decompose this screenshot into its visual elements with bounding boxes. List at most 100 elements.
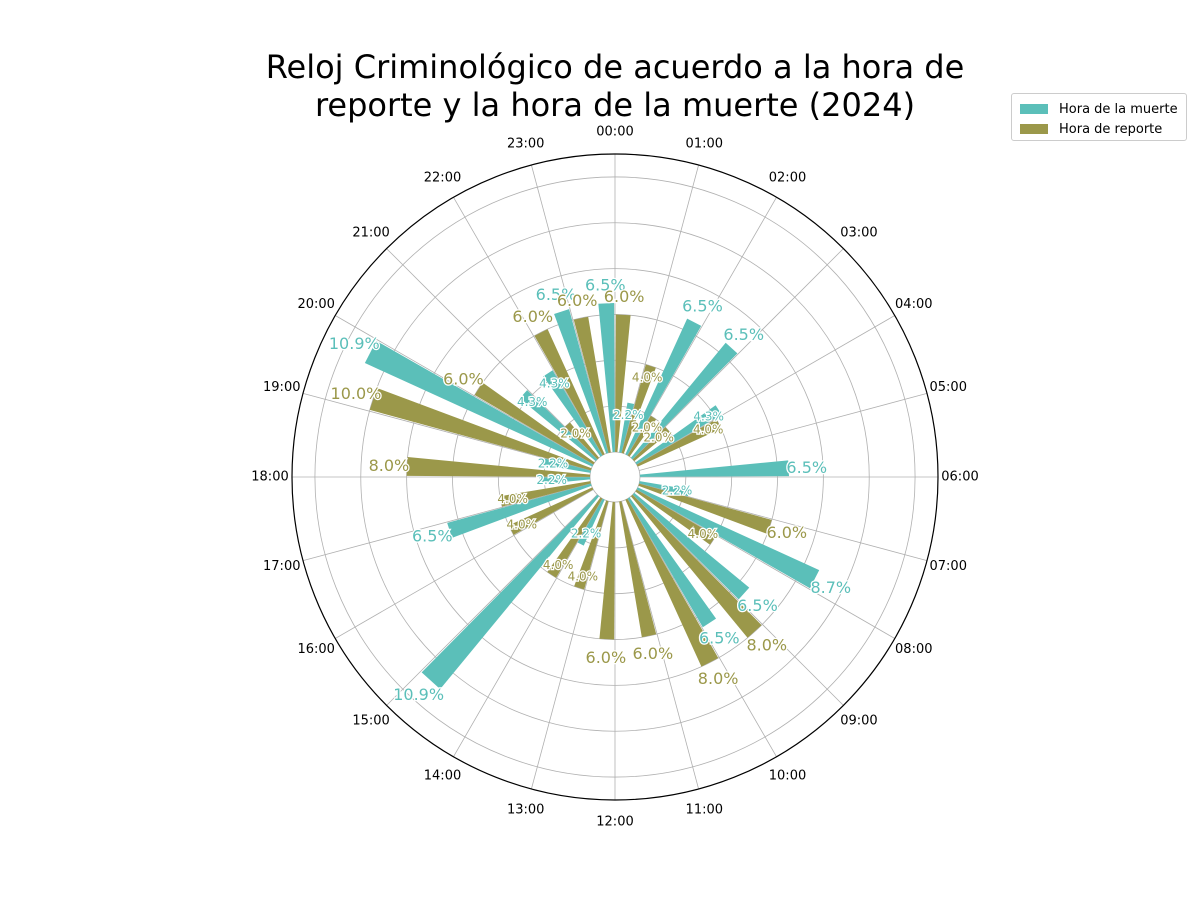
legend-swatch-death — [1020, 104, 1048, 114]
value-label-report: 6.0% — [512, 307, 553, 326]
bar-death — [630, 342, 738, 460]
hour-tick-label: 13:00 — [507, 803, 544, 818]
value-label-report: 6.0% — [633, 644, 674, 663]
bar-report — [573, 316, 611, 453]
value-label-report: 4.0% — [568, 570, 599, 584]
value-label-report: 4.0% — [497, 492, 528, 506]
grid-spoke — [453, 498, 603, 757]
bar-death — [639, 460, 789, 477]
hour-tick-label: 12:00 — [596, 815, 633, 830]
value-label-death: 6.5% — [723, 325, 764, 344]
bar-death — [364, 340, 594, 467]
value-label-death: 6.5% — [682, 297, 723, 316]
grid-spoke — [386, 494, 598, 706]
grid-spoke — [335, 489, 594, 639]
hour-tick-label: 05:00 — [930, 380, 967, 395]
legend-swatch-report — [1020, 124, 1048, 134]
value-label-death: 6.5% — [536, 285, 577, 304]
hour-tick-label: 19:00 — [263, 380, 300, 395]
hour-tick-label: 03:00 — [840, 226, 877, 241]
grid-spoke — [639, 483, 928, 561]
legend-item-death: Hora de la muerte — [1020, 99, 1178, 119]
value-label-report: 4.0% — [693, 422, 724, 436]
bar-report — [632, 427, 670, 462]
value-label-report: 6.0% — [586, 648, 627, 667]
value-label-report: 8.0% — [746, 635, 787, 654]
value-label-death: 6.5% — [737, 596, 778, 615]
grid-spoke — [531, 501, 609, 790]
hour-tick-label: 21:00 — [352, 226, 389, 241]
bar-death — [619, 402, 635, 453]
outer-circle — [291, 153, 939, 801]
grid-spoke — [453, 197, 603, 456]
grid-spoke — [632, 494, 844, 706]
bar-layer — [364, 303, 820, 690]
hour-tick-label: 20:00 — [297, 297, 334, 312]
chart-title: Reloj Criminológico de acuerdo a la hora… — [0, 48, 1200, 124]
hour-tick-label: 08:00 — [895, 642, 932, 657]
bar-death — [554, 309, 609, 454]
polar-frame — [291, 153, 939, 801]
bar-report — [369, 387, 592, 471]
value-label-report: 2.0% — [560, 426, 591, 440]
bar-report — [615, 314, 631, 453]
value-label-death: 6.5% — [699, 629, 740, 648]
legend-label-report: Hora de reporte — [1059, 121, 1163, 137]
value-label-report: 6.0% — [766, 523, 807, 542]
grid-circle-inner — [589, 451, 641, 503]
bar-report — [636, 419, 722, 467]
value-label-report: 4.0% — [543, 558, 574, 572]
hour-tick-label: 18:00 — [251, 470, 288, 485]
value-label-death: 4.3% — [693, 409, 724, 423]
bar-report — [627, 415, 657, 457]
bar-report — [638, 483, 772, 534]
value-label-death: 6.5% — [585, 276, 626, 295]
grid-spoke — [386, 248, 598, 460]
hour-tick-label: 11:00 — [686, 803, 723, 818]
bar-report — [574, 500, 609, 590]
value-label-report: 2.0% — [632, 421, 663, 435]
grid-spoke — [531, 164, 609, 453]
value-label-report: 6.0% — [604, 287, 645, 306]
bar-death — [636, 487, 820, 589]
hour-tick-label: 16:00 — [297, 642, 334, 657]
hour-tick-label: 10:00 — [769, 768, 806, 783]
hour-tick-label: 02:00 — [769, 171, 806, 186]
hour-tick-label: 06:00 — [941, 470, 978, 485]
hour-tick-label: 04:00 — [895, 297, 932, 312]
title-line-1: Reloj Criminológico de acuerdo a la hora… — [265, 48, 965, 86]
value-label-death: 10.9% — [393, 685, 444, 704]
value-label-death: 8.7% — [810, 578, 851, 597]
bar-report — [508, 487, 594, 535]
value-label-report: 4.0% — [632, 370, 663, 384]
grid-spoke — [639, 393, 928, 471]
legend: Hora de la muerte Hora de reporte — [1011, 93, 1187, 141]
bar-death — [625, 318, 702, 456]
bar-report — [599, 501, 615, 640]
value-label-death: 2.2% — [571, 526, 602, 540]
hour-tick-labels: 00:00 01:00 02:00 03:00 04:00 05:00 06:00 07:00… — [251, 125, 978, 830]
bar-death — [539, 477, 591, 485]
bar-report — [619, 501, 657, 638]
value-label-report: 4.0% — [507, 518, 538, 532]
hour-tick-label: 00:00 — [596, 125, 633, 140]
hour-tick-label: 14:00 — [424, 768, 461, 783]
bar-death — [627, 497, 717, 628]
bar-report — [565, 422, 600, 460]
value-label-report: 6.0% — [443, 369, 484, 388]
bar-death — [598, 303, 615, 453]
bar-report — [621, 364, 656, 454]
bar-death — [447, 483, 592, 538]
hour-tick-label: 15:00 — [352, 713, 389, 728]
bar-death — [632, 492, 750, 600]
bar-report — [406, 457, 591, 477]
bar-death — [519, 390, 598, 462]
bar-report — [630, 494, 762, 638]
value-label-report: 8.0% — [369, 456, 410, 475]
grid-spoke — [627, 498, 777, 757]
bar-death — [635, 405, 722, 465]
bar-report — [534, 329, 605, 456]
grid-spoke — [302, 483, 591, 561]
grid-spoke — [621, 164, 699, 453]
title-line-2: reporte y la hora de la muerte (2024) — [314, 86, 916, 124]
